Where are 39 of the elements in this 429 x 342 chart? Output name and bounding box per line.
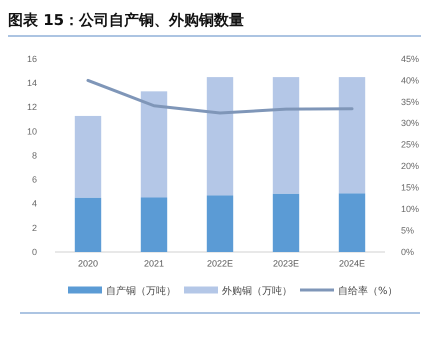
y2-tick-label: 35% <box>401 96 420 107</box>
chart-title: 图表 15：公司自产铜、外购铜数量 <box>8 11 244 29</box>
y2-tick-label: 15% <box>401 182 420 193</box>
y-tick-label: 16 <box>26 54 37 64</box>
y-tick-label: 0 <box>32 246 37 257</box>
y-tick-label: 14 <box>26 78 37 88</box>
x-tick-label: 2021 <box>144 258 164 268</box>
x-tick-label: 2023E <box>272 258 300 268</box>
y2-tick-label: 45% <box>401 54 420 64</box>
bar <box>140 91 168 198</box>
y-tick-label: 2 <box>32 222 37 233</box>
y-tick-label: 12 <box>26 102 37 112</box>
y-tick-label: 8 <box>32 150 37 160</box>
bar <box>206 77 234 196</box>
y2-tick-label: 20% <box>401 161 420 172</box>
bar <box>74 116 102 198</box>
y2-tick-label: 30% <box>401 118 420 128</box>
y-tick-label: 10 <box>26 126 37 136</box>
line-series <box>86 78 354 115</box>
legend-label: 外购铜（万吨） <box>222 285 292 297</box>
y-tick-label: 6 <box>32 174 37 185</box>
legend-label: 自产铜（万吨） <box>106 285 176 297</box>
y2-tick-label: 25% <box>401 140 420 150</box>
y2-tick-label: 0% <box>401 246 414 257</box>
legend-label: 自给率（%） <box>338 285 398 297</box>
bar <box>338 193 366 252</box>
y2-tick-label: 5% <box>401 225 414 236</box>
bar <box>74 198 102 252</box>
y-tick-label: 4 <box>32 198 37 209</box>
bar <box>272 77 300 194</box>
y2-tick-label: 10% <box>401 204 420 214</box>
x-tick-label: 2020 <box>78 258 98 268</box>
x-tick-label: 2024E <box>338 258 366 268</box>
x-tick-label: 2022E <box>206 258 234 268</box>
bar <box>206 195 234 252</box>
bar <box>140 197 168 252</box>
y2-tick-label: 40% <box>401 75 420 86</box>
bar <box>272 194 300 252</box>
bar <box>338 77 366 194</box>
